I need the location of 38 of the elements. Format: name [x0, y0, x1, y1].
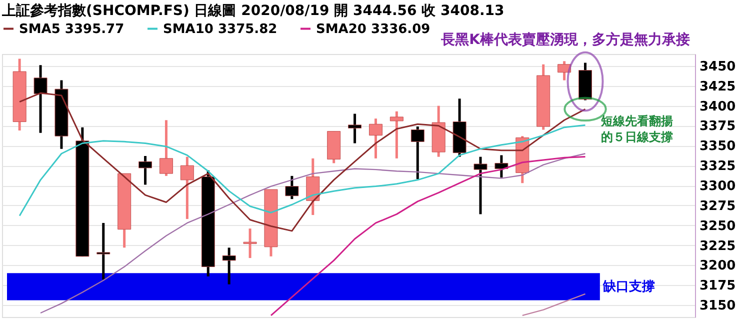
candlestick — [494, 154, 508, 179]
line-series — [522, 293, 586, 316]
candlestick — [138, 154, 152, 186]
candlestick — [180, 156, 194, 220]
y-tick-label: 3225 — [700, 238, 736, 254]
y-tick-label: 3350 — [700, 139, 736, 154]
y-tick-label: 3325 — [700, 159, 736, 174]
legend-label: SMA20 3336.09 — [316, 22, 430, 37]
candlestick — [474, 156, 488, 216]
candlestick — [96, 222, 110, 281]
candlestick — [222, 246, 236, 286]
chart-title: 上証參考指數(SHCOMP.FS) 日線圖 2020/08/19 開 3444.56 收 3408.13 — [1, 2, 504, 19]
legend-label: SMA5 3395.77 — [19, 22, 124, 37]
candlestick — [243, 227, 257, 260]
candlestick — [34, 64, 48, 134]
y-tick-label: 3250 — [700, 218, 736, 234]
y-tick-label: 3400 — [700, 99, 736, 114]
candlestick — [285, 174, 299, 200]
y-tick-label: 3275 — [700, 198, 736, 214]
y-tick-label: 3450 — [700, 59, 736, 74]
y-tick-label: 3300 — [700, 179, 736, 194]
y-tick-label: 3200 — [700, 258, 736, 274]
text: 長黑K棒代表賣壓湧現，多方是無力承接 — [440, 31, 690, 48]
band-label: 缺口支撐 — [602, 280, 656, 295]
line-series — [270, 156, 586, 316]
legend-label: SMA10 3375.82 — [163, 22, 278, 37]
line-series — [40, 153, 586, 314]
y-tick-label: 3150 — [700, 298, 736, 314]
candlestick — [348, 112, 362, 145]
y-tick-label: 3175 — [700, 278, 736, 294]
candlestick — [368, 117, 382, 160]
line-series — [18, 124, 586, 217]
candlestick — [390, 110, 404, 160]
y-tick-label: 3425 — [700, 79, 736, 94]
y-tick-label: 3375 — [700, 119, 736, 134]
candlestick — [159, 118, 173, 178]
candlestick — [410, 125, 424, 180]
text: 短線先看翻揚的５日線支撐 — [600, 114, 673, 144]
